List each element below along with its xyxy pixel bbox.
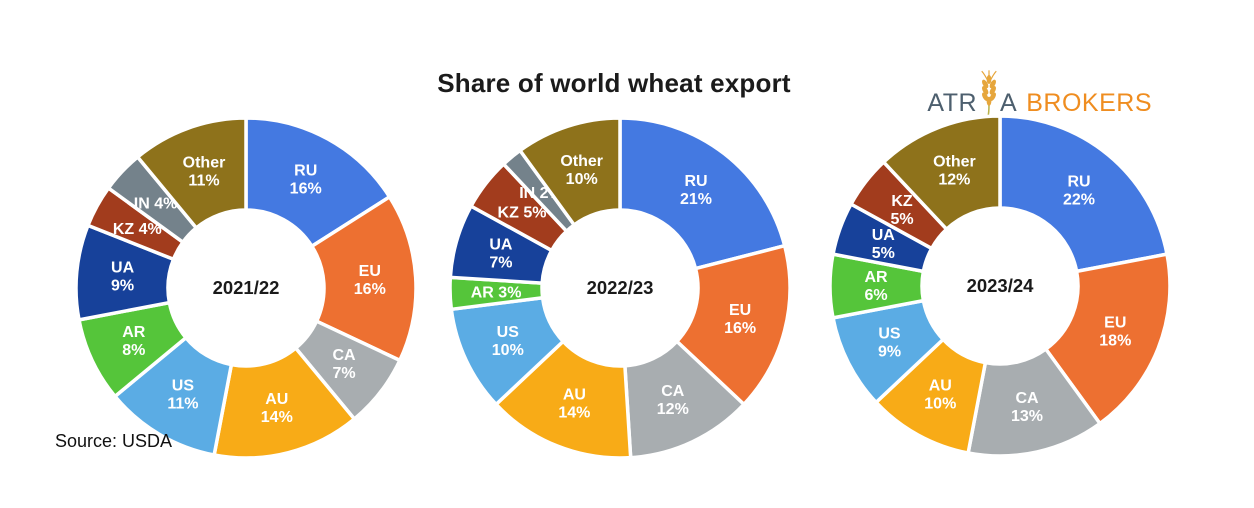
slice-label-ua: UA 9% xyxy=(111,259,135,294)
donut-chart-2021-22: RU 16% EU 16% CA 7% AU 14% US 11% AR 8% UA 9% KZ 4% IN … xyxy=(66,108,426,468)
slice-label-ar: AR 3% xyxy=(471,284,522,301)
donut-chart-2023-24: RU 22% EU 18% CA 13% AU 10% US 9% AR 6% UA 5% KZ 5% Othe… xyxy=(820,106,1180,466)
slice-label-ca: CA 13% xyxy=(1011,390,1043,425)
slice-label-ar: AR 8% xyxy=(122,324,146,359)
donut-svg: RU 22% EU 18% CA 13% AU 10% US 9% AR 6% UA 5%KZ 5% Othe… xyxy=(828,114,1172,458)
slice-other xyxy=(881,114,1002,231)
slice-label-ua: UA 5% xyxy=(872,227,896,262)
slice-label-ru: RU 22% xyxy=(1063,174,1095,209)
slice-label-kz: KZ 5% xyxy=(498,205,547,222)
slice-label-kz: KZ 4% xyxy=(113,221,162,238)
slice-label-ca: CA 12% xyxy=(657,383,689,418)
slice-label-eu: EU 16% xyxy=(354,263,386,298)
slice-label-au: AU 14% xyxy=(261,391,293,426)
slice-label-ru: RU 16% xyxy=(290,162,322,197)
slice-label-other: Other 11% xyxy=(183,154,226,189)
slice-eu xyxy=(1044,252,1172,426)
slice-ru xyxy=(618,116,787,271)
slice-ru xyxy=(244,116,392,248)
slice-label-other: Other 12% xyxy=(933,154,976,189)
donut-chart-2022-23: RU 21% EU 16% CA 12% AU 14% US 10% AR 3% UA 7% KZ 5% I… xyxy=(440,108,800,468)
donut-svg: RU 21%EU 16%CA 12%AU 14%US 10%AR 3%UA 7%KZ 5%I… xyxy=(448,116,792,460)
slice-label-kz: KZ 5% xyxy=(890,193,913,228)
slice-label-ru: RU 21% xyxy=(680,173,712,208)
slice-label-us: US 11% xyxy=(167,378,198,413)
slice-label-ar: AR 6% xyxy=(864,269,888,304)
slice-label-ua: UA 7% xyxy=(489,236,513,271)
slice-label-eu: EU 16% xyxy=(724,302,756,337)
atria-brokers-logo: ATR A BROKERS xyxy=(927,70,1152,127)
slice-other xyxy=(518,116,622,227)
logo-text-atr: ATR xyxy=(927,89,978,117)
slice-label-eu: EU 18% xyxy=(1099,315,1131,350)
logo-text-brokers: BROKERS xyxy=(1026,89,1152,117)
slice-label-us: US 10% xyxy=(492,324,524,359)
slice-eu xyxy=(675,243,792,407)
logo-text-a: A xyxy=(1000,89,1018,117)
slice-other xyxy=(135,116,248,230)
wheat-grains xyxy=(982,74,997,106)
slice-eu xyxy=(310,195,418,363)
page-title: Share of world wheat export xyxy=(437,68,791,98)
donut-svg: RU 16% EU 16% CA 7% AU 14% US 11% AR 8% UA 9% KZ 4% IN … xyxy=(74,116,418,460)
slice-label-in: IN 4% xyxy=(134,196,178,213)
slice-label-au: AU 14% xyxy=(558,386,590,421)
slice-label-ca: CA 7% xyxy=(332,347,356,382)
slice-label-us: US 9% xyxy=(878,325,901,360)
slice-label-au: AU 10% xyxy=(924,378,956,413)
slice-ru xyxy=(998,114,1169,274)
slice-label-other: Other 10% xyxy=(560,153,603,188)
source-note: Source: USDA xyxy=(55,431,173,451)
